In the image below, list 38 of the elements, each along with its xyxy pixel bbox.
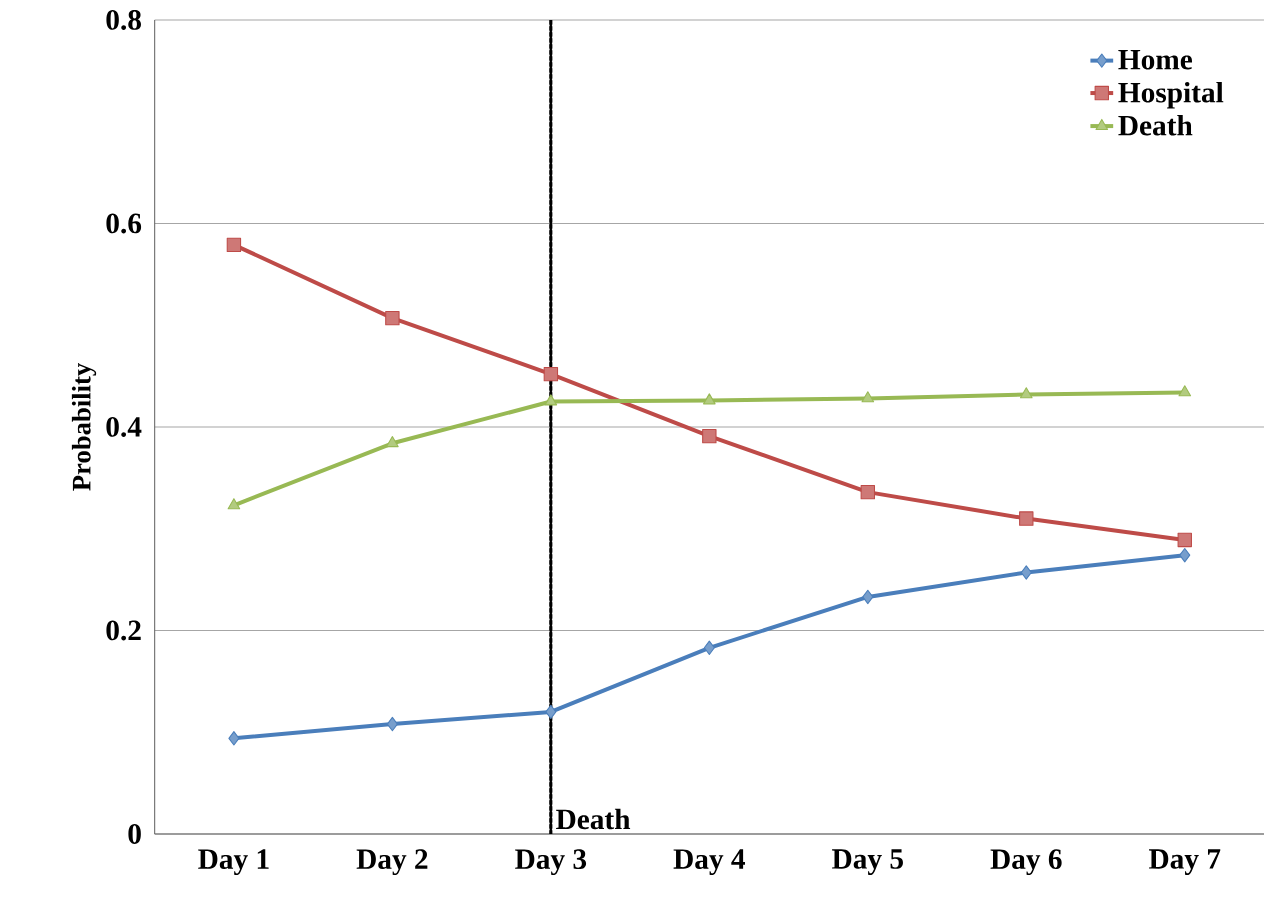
y-tick-label: 0.6 — [106, 213, 142, 234]
point — [228, 731, 240, 746]
x-tick-label: Day 3 — [515, 849, 587, 876]
x-tick-label: Day 4 — [673, 849, 746, 876]
point — [861, 391, 875, 403]
ref-line-label: Death — [556, 808, 631, 830]
legend-label: Death — [1118, 114, 1193, 136]
point — [1019, 511, 1034, 526]
point — [1179, 547, 1191, 563]
legend-label: Hospital — [1118, 81, 1224, 109]
y-axis-title: Probability — [71, 363, 97, 491]
y-tick-label: 0.4 — [106, 417, 142, 437]
point — [1178, 385, 1192, 397]
point — [543, 366, 559, 382]
x-tick-label: Day 2 — [356, 849, 428, 876]
legend-label: Home — [1118, 50, 1193, 70]
x-tick-label: Day 6 — [990, 849, 1062, 876]
x-tick-label: Day 1 — [198, 849, 269, 876]
point — [544, 394, 558, 406]
point — [703, 393, 716, 405]
point — [1020, 565, 1032, 580]
x-tick-label: Day 7 — [1149, 849, 1221, 875]
point — [545, 704, 557, 720]
point — [227, 498, 241, 510]
y-tick-label: 0.8 — [106, 10, 141, 30]
point — [385, 310, 400, 326]
point — [1019, 387, 1033, 399]
point — [860, 484, 876, 500]
point — [862, 589, 874, 605]
point — [1177, 532, 1192, 548]
y-tick-label: 0 — [128, 824, 141, 844]
x-tick-label: Day 5 — [832, 849, 903, 875]
point — [703, 640, 715, 655]
point — [386, 716, 398, 732]
point — [702, 428, 717, 444]
point — [226, 237, 242, 253]
point — [386, 436, 399, 448]
y-tick-label: 0.2 — [106, 620, 141, 641]
